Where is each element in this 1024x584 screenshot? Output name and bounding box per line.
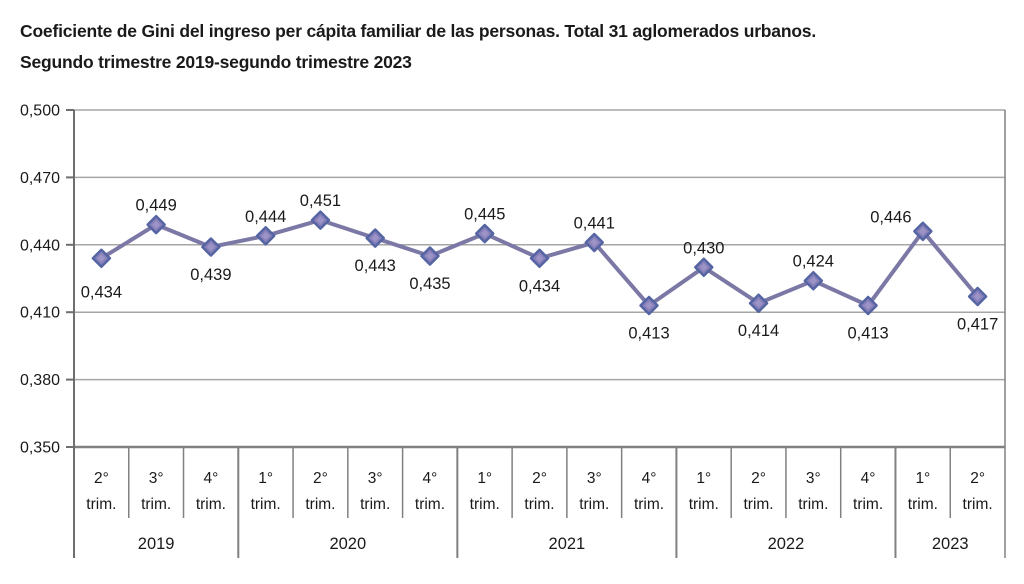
data-point-label: 0,413 xyxy=(628,324,669,342)
x-tick-quarter: 1° xyxy=(477,470,492,487)
x-tick-quarter-suffix: trim. xyxy=(743,496,773,513)
x-tick-quarter-suffix: trim. xyxy=(798,496,828,513)
y-tick-label: 0,440 xyxy=(20,237,60,254)
x-tick-quarter-suffix: trim. xyxy=(305,496,335,513)
y-tick-label: 0,380 xyxy=(20,372,60,389)
x-tick-quarter: 2° xyxy=(313,470,328,487)
x-tick-quarter-suffix: trim. xyxy=(360,496,390,513)
x-tick-year: 2023 xyxy=(932,535,969,553)
x-tick-quarter: 3° xyxy=(149,470,164,487)
x-tick-quarter: 1° xyxy=(915,470,930,487)
x-tick-quarter: 4° xyxy=(203,470,218,487)
chart-title: Coeficiente de Gini del ingreso per cápi… xyxy=(20,16,1010,78)
x-tick-quarter-suffix: trim. xyxy=(689,496,719,513)
data-point-marker-inner xyxy=(973,292,982,301)
data-point-label: 0,451 xyxy=(300,192,341,210)
data-point-marker-inner xyxy=(261,231,270,240)
x-tick-quarter-suffix: trim. xyxy=(853,496,883,513)
data-point-marker-inner xyxy=(809,276,818,285)
x-tick-quarter-suffix: trim. xyxy=(196,496,226,513)
data-point-label: 0,445 xyxy=(464,206,505,224)
data-point-label: 0,444 xyxy=(245,208,286,226)
data-point-marker-inner xyxy=(918,227,927,236)
x-tick-quarter-suffix: trim. xyxy=(141,496,171,513)
data-point-label: 0,441 xyxy=(574,215,615,233)
data-point-marker-inner xyxy=(590,238,599,247)
data-point-marker-inner xyxy=(97,254,106,263)
x-tick-quarter-suffix: trim. xyxy=(86,496,116,513)
x-tick-quarter-suffix: trim. xyxy=(963,496,993,513)
x-tick-quarter: 3° xyxy=(806,470,821,487)
data-point-label: 0,443 xyxy=(355,257,396,275)
x-tick-year: 2020 xyxy=(329,535,366,553)
x-tick-quarter: 2° xyxy=(751,470,766,487)
x-tick-quarter: 3° xyxy=(587,470,602,487)
data-point-label: 0,417 xyxy=(957,315,998,333)
data-point-label: 0,439 xyxy=(190,266,231,284)
x-tick-year: 2019 xyxy=(138,535,175,553)
x-tick-quarter: 4° xyxy=(642,470,657,487)
data-point-label: 0,413 xyxy=(847,324,888,342)
x-tick-quarter-suffix: trim. xyxy=(634,496,664,513)
x-tick-quarter: 4° xyxy=(423,470,438,487)
data-point-label: 0,430 xyxy=(683,239,724,257)
y-tick-label: 0,350 xyxy=(20,440,60,457)
data-point-marker-inner xyxy=(645,301,654,310)
data-point-marker-inner xyxy=(480,229,489,238)
data-point-marker-inner xyxy=(535,254,544,263)
x-tick-quarter-suffix: trim. xyxy=(470,496,500,513)
data-point-label: 0,414 xyxy=(738,322,779,340)
data-point-label: 0,435 xyxy=(409,275,450,293)
x-tick-quarter: 2° xyxy=(532,470,547,487)
x-tick-year: 2021 xyxy=(549,535,586,553)
data-point-label: 0,434 xyxy=(81,283,122,301)
x-tick-quarter: 4° xyxy=(861,470,876,487)
data-point-label: 0,434 xyxy=(519,277,560,295)
data-point-marker-inner xyxy=(206,243,215,252)
data-point-marker-inner xyxy=(152,220,161,229)
x-tick-quarter-suffix: trim. xyxy=(251,496,281,513)
data-point-marker-inner xyxy=(425,252,434,261)
y-tick-label: 0,500 xyxy=(20,103,60,120)
data-point-marker-inner xyxy=(316,216,325,225)
data-point-label: 0,424 xyxy=(793,253,834,271)
data-point-marker-inner xyxy=(754,299,763,308)
data-point-marker-inner xyxy=(699,263,708,272)
chart-title-line2: Segundo trimestre 2019-segundo trimestre… xyxy=(20,52,412,72)
data-point-marker-inner xyxy=(864,301,873,310)
x-tick-quarter: 1° xyxy=(696,470,711,487)
x-tick-quarter: 2° xyxy=(94,470,109,487)
data-point-marker-inner xyxy=(371,234,380,243)
data-point-label: 0,449 xyxy=(135,197,176,215)
x-tick-quarter-suffix: trim. xyxy=(908,496,938,513)
x-tick-year: 2022 xyxy=(768,535,805,553)
chart-title-line1: Coeficiente de Gini del ingreso per cápi… xyxy=(20,21,817,41)
y-tick-label: 0,410 xyxy=(20,305,60,322)
x-tick-quarter-suffix: trim. xyxy=(415,496,445,513)
x-tick-quarter-suffix: trim. xyxy=(579,496,609,513)
x-tick-quarter-suffix: trim. xyxy=(524,496,554,513)
x-tick-quarter: 1° xyxy=(258,470,273,487)
y-tick-label: 0,470 xyxy=(20,170,60,187)
data-point-label: 0,446 xyxy=(870,208,911,226)
x-tick-quarter: 3° xyxy=(368,470,383,487)
x-tick-quarter: 2° xyxy=(970,470,985,487)
